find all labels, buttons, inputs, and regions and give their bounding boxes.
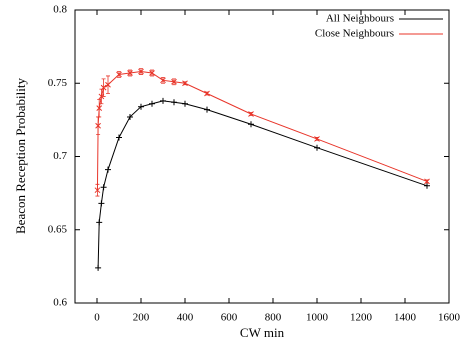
point-marker xyxy=(138,68,144,75)
point-marker xyxy=(204,90,210,97)
x-tick-label: 400 xyxy=(177,312,194,324)
point-marker xyxy=(314,144,320,151)
point-marker xyxy=(314,136,320,142)
point-marker xyxy=(96,105,103,112)
x-tick-label: 200 xyxy=(133,312,150,324)
point-marker xyxy=(95,264,102,271)
point-marker xyxy=(160,77,166,84)
point-marker xyxy=(96,219,103,226)
point-marker xyxy=(248,111,254,117)
point-marker xyxy=(116,134,122,141)
y-tick-label: 0.7 xyxy=(53,150,67,162)
legend-label: Close Neighbours xyxy=(315,28,394,40)
x-tick-label: 1600 xyxy=(438,312,461,324)
x-tick-label: 0 xyxy=(94,312,100,324)
point-marker xyxy=(98,200,105,207)
series-line xyxy=(97,100,428,268)
y-tick-label: 0.75 xyxy=(48,77,68,89)
y-tick-label: 0.65 xyxy=(48,223,68,235)
point-marker xyxy=(424,178,430,185)
point-marker xyxy=(182,100,188,107)
point-marker xyxy=(160,97,166,104)
point-marker xyxy=(127,113,133,120)
point-marker xyxy=(100,184,107,191)
plot-frame xyxy=(74,9,450,304)
point-marker xyxy=(149,70,155,76)
point-marker xyxy=(105,166,111,173)
x-tick-label: 600 xyxy=(221,312,238,324)
x-tick-label: 1000 xyxy=(306,312,329,324)
point-marker xyxy=(95,122,101,129)
point-marker xyxy=(424,182,430,189)
y-tick-label: 0.8 xyxy=(53,4,67,16)
point-marker xyxy=(116,71,122,78)
point-marker xyxy=(100,84,107,91)
point-marker xyxy=(204,106,210,113)
point-marker xyxy=(94,187,101,194)
x-tick-label: 1200 xyxy=(350,312,373,324)
point-marker xyxy=(248,121,254,128)
x-tick-label: 1400 xyxy=(394,312,417,324)
y-tick-label: 0.6 xyxy=(53,297,67,309)
point-marker xyxy=(127,70,133,76)
x-axis-label: CW min xyxy=(240,325,285,340)
point-marker xyxy=(149,100,155,107)
point-marker xyxy=(138,103,144,110)
x-tick-label: 800 xyxy=(265,312,282,324)
point-marker xyxy=(182,80,188,87)
series-line xyxy=(96,71,428,191)
point-marker xyxy=(98,93,105,100)
point-marker xyxy=(105,81,111,88)
point-marker xyxy=(171,99,177,106)
point-marker xyxy=(171,78,177,85)
legend-label: All Neighbours xyxy=(326,13,394,25)
y-axis-label: Beacon Reception Probability xyxy=(13,78,28,234)
